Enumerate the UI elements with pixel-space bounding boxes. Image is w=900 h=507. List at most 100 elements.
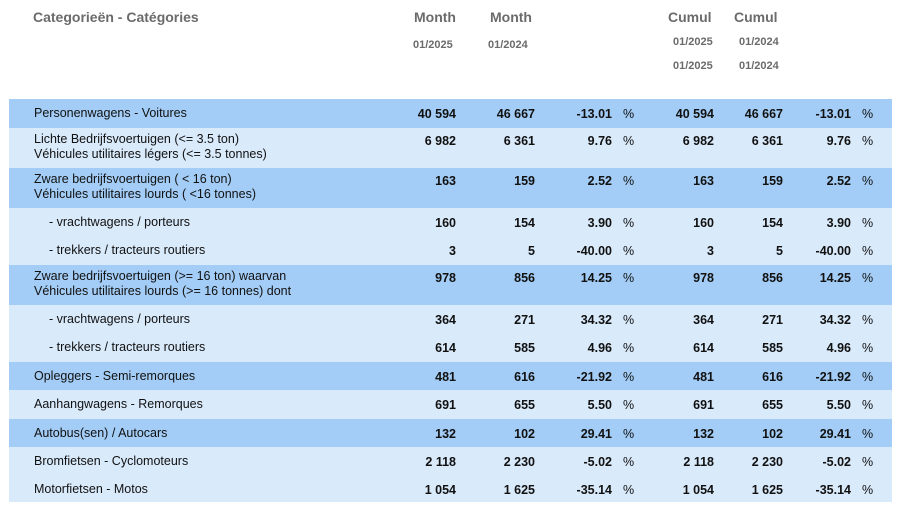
month-2025-value: 481 (435, 370, 456, 384)
month-2024-value: 271 (514, 313, 535, 327)
cumul-2024-value: 585 (762, 341, 783, 355)
row-label-line1: Bromfietsen - Cyclomoteurs (34, 454, 189, 468)
cumul-2024-value: 616 (762, 370, 783, 384)
month-change-value: 29.41 (580, 427, 612, 441)
cumul-percent-sign: % (862, 341, 874, 355)
row-label: Personenwagens - Voitures (34, 106, 187, 121)
cumul-change-value: 34.32 (819, 313, 851, 327)
cumul-percent-sign: % (862, 313, 874, 327)
row-label: Autobus(sen) / Autocars (34, 426, 167, 441)
header-cumul-2025-to: 01/2025 (673, 60, 713, 72)
row-label: - trekkers / tracteurs routiers (49, 340, 205, 355)
month-change-value: 9.76 (587, 134, 612, 148)
month-2025-value: 40 594 (417, 107, 456, 121)
month-2024-value: 159 (514, 174, 535, 188)
month-2024-value: 2 230 (503, 455, 535, 469)
header-cumul-2024: Cumul (734, 9, 778, 25)
header-cumul-2024-from: 01/2024 (739, 36, 779, 48)
table-row: Motorfietsen - Motos 1 054 1 625 -35.14 1 05… (9, 476, 892, 502)
header-month-2024: Month (490, 9, 532, 25)
table-row: - trekkers / tracteurs routiers 614 585 4.9… (9, 333, 892, 362)
month-percent-sign: % (623, 427, 635, 441)
table-row: - vrachtwagens / porteurs 364 271 34.32 364 2… (9, 305, 892, 333)
row-label-line1: Lichte Bedrijfsvoertuigen (<= 3.5 ton) (34, 132, 239, 146)
cumul-change-value: -21.92 (815, 370, 851, 384)
cumul-change-value: 9.76 (826, 134, 851, 148)
month-change-value: 4.96 (587, 341, 612, 355)
table-row: Zware bedrijfsvoertuigen ( < 16 ton) Véhi… (9, 168, 892, 208)
cumul-2024-value: 856 (762, 271, 783, 285)
cumul-percent-sign: % (862, 174, 874, 188)
statistics-table: Personenwagens - Voitures 40 594 46 667 -13… (9, 99, 892, 502)
row-label: - trekkers / tracteurs routiers (49, 243, 205, 258)
month-2025-value: 978 (435, 271, 456, 285)
table-row: Zware bedrijfsvoertuigen (>= 16 ton) waa… (9, 265, 892, 305)
month-change-value: -5.02 (583, 455, 613, 469)
month-2024-value: 856 (514, 271, 535, 285)
cumul-2025-value: 163 (693, 174, 714, 188)
month-change-value: -35.14 (576, 483, 612, 497)
cumul-percent-sign: % (862, 398, 874, 412)
cumul-change-value: -35.14 (815, 483, 851, 497)
month-2024-value: 655 (514, 398, 535, 412)
month-change-value: 5.50 (587, 398, 612, 412)
cumul-2025-value: 3 (707, 244, 714, 258)
month-percent-sign: % (623, 398, 635, 412)
month-change-value: -40.00 (576, 244, 612, 258)
month-2024-value: 5 (528, 244, 535, 258)
month-2025-value: 132 (435, 427, 456, 441)
month-percent-sign: % (623, 483, 635, 497)
cumul-change-value: 5.50 (826, 398, 851, 412)
table-row: Bromfietsen - Cyclomoteurs 2 118 2 230 -5.0… (9, 447, 892, 476)
cumul-2025-value: 40 594 (675, 107, 714, 121)
row-label-line1: - trekkers / tracteurs routiers (49, 340, 206, 354)
table-row: Personenwagens - Voitures 40 594 46 667 -13… (9, 99, 892, 128)
cumul-percent-sign: % (862, 216, 874, 230)
row-label: Bromfietsen - Cyclomoteurs (34, 454, 188, 469)
month-change-value: 14.25 (580, 271, 612, 285)
cumul-2025-value: 1 054 (682, 483, 714, 497)
month-percent-sign: % (623, 455, 635, 469)
cumul-2025-value: 6 982 (682, 134, 714, 148)
table-row: Aanhangwagens - Remorques 691 655 5.50 691 65… (9, 390, 892, 419)
cumul-change-value: 29.41 (819, 427, 851, 441)
month-change-value: -13.01 (576, 107, 612, 121)
month-percent-sign: % (623, 174, 635, 188)
row-label-line1: - trekkers / tracteurs routiers (49, 243, 206, 257)
cumul-percent-sign: % (862, 134, 874, 148)
month-2025-value: 160 (435, 216, 456, 230)
month-percent-sign: % (623, 313, 635, 327)
month-2025-value: 6 982 (424, 134, 456, 148)
cumul-2025-value: 132 (693, 427, 714, 441)
table-row: Autobus(sen) / Autocars 132 102 29.41 132 102… (9, 419, 892, 447)
cumul-2024-value: 2 230 (751, 455, 783, 469)
month-change-value: 3.90 (587, 216, 612, 230)
cumul-change-value: 2.52 (826, 174, 851, 188)
row-label-line1: Zware bedrijfsvoertuigen (>= 16 ton) waa… (34, 269, 287, 283)
cumul-2024-value: 655 (762, 398, 783, 412)
month-percent-sign: % (623, 216, 635, 230)
row-label-line2: Véhicules utilitaires légers (<= 3.5 ton… (34, 147, 267, 161)
table-row: Lichte Bedrijfsvoertuigen (<= 3.5 ton) Vé… (9, 128, 892, 168)
header-cumul-2025: Cumul (668, 9, 712, 25)
row-label-line1: Aanhangwagens - Remorques (34, 397, 203, 411)
header-month-2024-period: 01/2024 (488, 39, 528, 51)
cumul-percent-sign: % (862, 483, 874, 497)
row-label: Zware bedrijfsvoertuigen ( < 16 ton) Véhi… (34, 172, 256, 202)
cumul-change-value: 14.25 (819, 271, 851, 285)
row-label: - vrachtwagens / porteurs (49, 312, 190, 327)
month-2024-value: 1 625 (503, 483, 535, 497)
month-change-value: 2.52 (587, 174, 612, 188)
row-label-line1: Zware bedrijfsvoertuigen ( < 16 ton) (34, 172, 232, 186)
row-label: - vrachtwagens / porteurs (49, 215, 190, 230)
cumul-2025-value: 978 (693, 271, 714, 285)
row-label-line1: - vrachtwagens / porteurs (49, 312, 191, 326)
cumul-change-value: 3.90 (826, 216, 851, 230)
cumul-2024-value: 5 (776, 244, 783, 258)
month-2025-value: 1 054 (424, 483, 456, 497)
row-label: Opleggers - Semi-remorques (34, 369, 195, 384)
month-percent-sign: % (623, 341, 635, 355)
month-2024-value: 102 (514, 427, 535, 441)
month-percent-sign: % (623, 370, 635, 384)
month-2024-value: 585 (514, 341, 535, 355)
